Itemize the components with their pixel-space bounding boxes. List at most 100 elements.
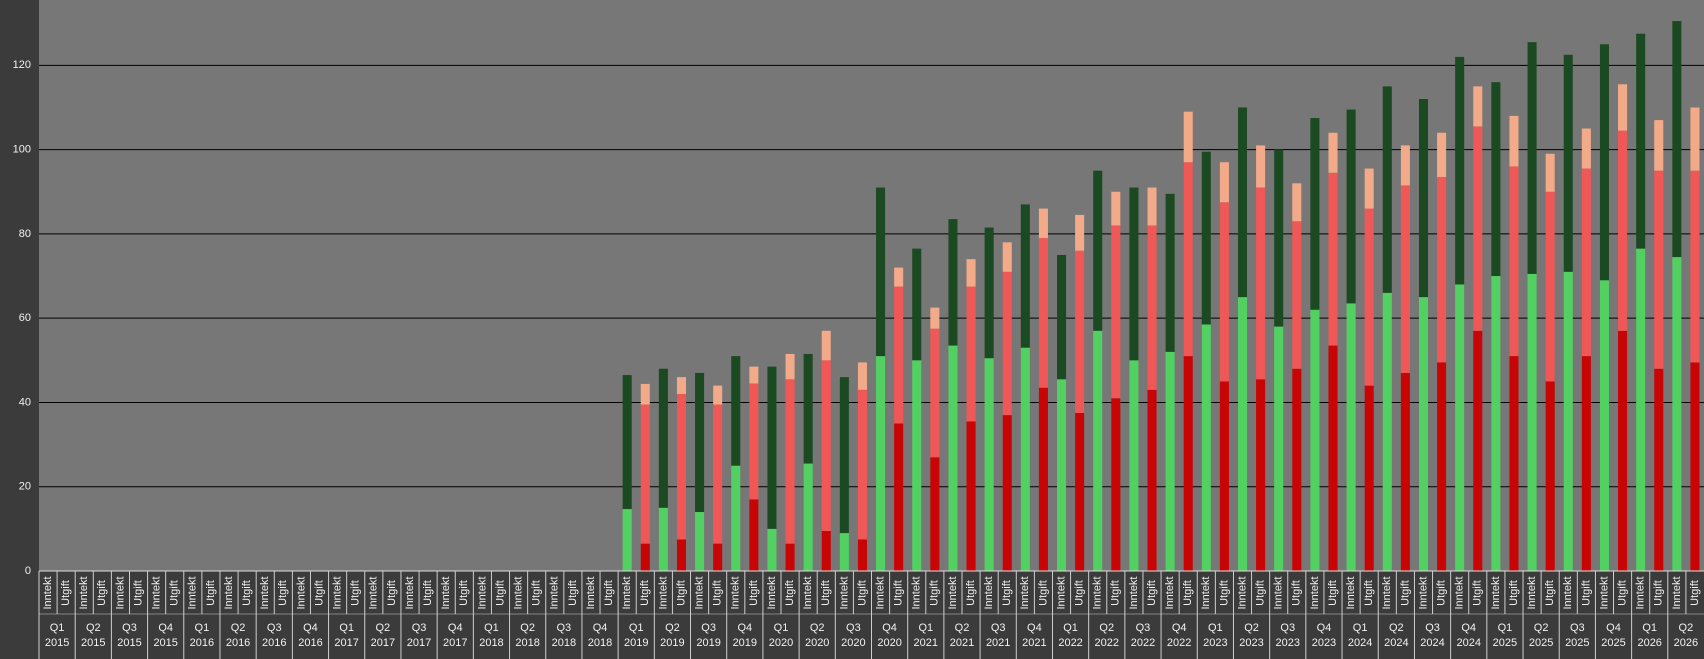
- bar-segment: [1636, 248, 1646, 571]
- x-quarter-label: Q3: [1570, 622, 1585, 634]
- x-year-label: 2015: [81, 637, 105, 649]
- x-quarter-label: Q2: [955, 622, 970, 634]
- bar-segment: [713, 404, 723, 544]
- x-year-label: 2015: [153, 637, 177, 649]
- x-sub-label: Inntekt: [42, 576, 54, 609]
- bar-segment: [1618, 84, 1628, 131]
- bar-segment: [1545, 153, 1555, 192]
- bar-segment: [1111, 398, 1121, 571]
- x-quarter-label: Q1: [50, 622, 65, 634]
- bar-segment: [622, 509, 632, 571]
- x-year-label: 2021: [950, 637, 974, 649]
- x-year-label: 2026: [1674, 637, 1698, 649]
- bar-segment: [1672, 21, 1682, 258]
- x-year-label: 2021: [914, 637, 938, 649]
- x-quarter-label: Q1: [1353, 622, 1368, 634]
- bar-segment: [658, 368, 668, 508]
- bar-segment: [767, 528, 777, 571]
- x-year-label: 2022: [1058, 637, 1082, 649]
- bar-segment: [1545, 191, 1555, 382]
- bar-segment: [1292, 221, 1302, 369]
- bar-segment: [857, 539, 867, 571]
- x-sub-label: Utgift: [639, 580, 651, 606]
- x-quarter-label: Q2: [810, 622, 825, 634]
- x-quarter-label: Q4: [1027, 622, 1042, 634]
- bar-segment: [1382, 86, 1392, 293]
- x-sub-label: Inntekt: [440, 576, 452, 609]
- x-quarter-label: Q3: [267, 622, 282, 634]
- bar-segment: [912, 360, 922, 571]
- bar-segment: [1455, 56, 1465, 285]
- x-year-label: 2016: [226, 637, 250, 649]
- bar-segment: [676, 394, 686, 540]
- bar-segment: [1111, 191, 1121, 226]
- x-sub-label: Utgift: [748, 580, 760, 606]
- x-sub-label: Inntekt: [585, 576, 597, 609]
- x-year-label: 2015: [117, 637, 141, 649]
- x-year-label: 2016: [262, 637, 286, 649]
- x-sub-label: Utgift: [1363, 580, 1375, 606]
- x-sub-label: Utgift: [1508, 580, 1520, 606]
- x-quarter-label: Q3: [556, 622, 571, 634]
- x-year-label: 2021: [1022, 637, 1046, 649]
- bar-segment: [1002, 271, 1012, 416]
- bar-segment: [640, 543, 650, 571]
- x-sub-label: Utgift: [1653, 580, 1665, 606]
- x-sub-label: Utgift: [350, 580, 362, 606]
- x-sub-label: Utgift: [60, 580, 72, 606]
- x-year-label: 2017: [443, 637, 467, 649]
- bar-segment: [1599, 280, 1609, 571]
- x-sub-label: Utgift: [929, 580, 941, 606]
- bar-segment: [749, 383, 759, 500]
- y-tick-label: 100: [13, 144, 31, 156]
- x-year-label: 2023: [1203, 637, 1227, 649]
- bar-segment: [1654, 368, 1664, 571]
- x-sub-label: Utgift: [712, 580, 724, 606]
- bar-segment: [857, 362, 867, 390]
- bar-segment: [1002, 242, 1012, 272]
- x-sub-label: Inntekt: [1164, 576, 1176, 609]
- bar-segment: [930, 457, 940, 571]
- x-quarter-label: Q1: [918, 622, 933, 634]
- x-quarter-label: Q4: [1172, 622, 1187, 634]
- bar-segment: [1455, 284, 1465, 571]
- bar-segment: [1437, 132, 1447, 177]
- bar-segment: [1473, 126, 1483, 331]
- x-sub-label: Utgift: [132, 580, 144, 606]
- x-sub-label: Utgift: [784, 580, 796, 606]
- x-quarter-label: Q4: [737, 622, 752, 634]
- bar-segment: [713, 543, 723, 571]
- x-sub-label: Inntekt: [332, 576, 344, 609]
- x-sub-label: Inntekt: [621, 576, 633, 609]
- x-quarter-label: Q1: [1063, 622, 1078, 634]
- x-sub-label: Utgift: [169, 580, 181, 606]
- bar-segment: [1292, 368, 1302, 571]
- x-year-label: 2024: [1384, 637, 1408, 649]
- x-year-label: 2024: [1348, 637, 1372, 649]
- x-year-label: 2023: [1239, 637, 1263, 649]
- bar-segment: [1038, 387, 1048, 571]
- bar-segment: [1219, 162, 1229, 203]
- x-sub-label: Inntekt: [295, 576, 307, 609]
- x-quarter-label: Q3: [991, 622, 1006, 634]
- x-year-label: 2016: [298, 637, 322, 649]
- x-quarter-label: Q2: [520, 622, 535, 634]
- bar-segment: [984, 227, 994, 359]
- y-tick-label: 120: [13, 59, 31, 71]
- bar-segment: [1437, 176, 1447, 363]
- bar-segment: [966, 421, 976, 571]
- bar-segment: [749, 366, 759, 384]
- bar-segment: [1527, 273, 1537, 571]
- x-sub-label: Utgift: [1218, 580, 1230, 606]
- bar-segment: [1690, 362, 1700, 571]
- bar-segment: [1075, 250, 1085, 413]
- x-sub-label: Utgift: [531, 580, 543, 606]
- bar-segment: [1183, 162, 1193, 357]
- bar-segment: [1491, 82, 1501, 277]
- bar-segment: [1509, 166, 1519, 357]
- bar-segment: [876, 356, 886, 571]
- x-year-label: 2020: [769, 637, 793, 649]
- bar-segment: [1400, 372, 1410, 571]
- x-quarter-label: Q3: [846, 622, 861, 634]
- x-year-label: 2019: [696, 637, 720, 649]
